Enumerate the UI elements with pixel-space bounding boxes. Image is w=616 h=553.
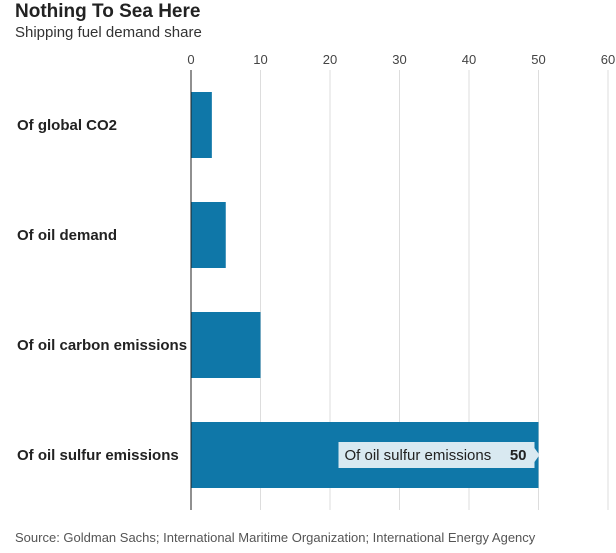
tooltip-label: Of oil sulfur emissions	[345, 447, 492, 464]
x-tick-label: 60	[601, 52, 615, 67]
category-label: Of global CO2	[17, 117, 117, 134]
tooltip-box	[338, 442, 535, 468]
category-label: Of oil carbon emissions	[17, 337, 187, 354]
tooltip-pointer	[534, 448, 540, 462]
bar	[191, 312, 261, 378]
x-tick-label: 10	[253, 52, 267, 67]
x-tick-label: 0	[187, 52, 194, 67]
chart-source: Source: Goldman Sachs; International Mar…	[15, 530, 536, 545]
x-tick-label: 20	[323, 52, 337, 67]
category-label: Of oil sulfur emissions	[17, 447, 179, 464]
x-tick-label: 40	[462, 52, 476, 67]
category-label: Of oil demand	[17, 227, 117, 244]
chart-title: Nothing To Sea Here	[15, 1, 201, 22]
x-tick-label: 50	[531, 52, 545, 67]
bar	[191, 92, 212, 158]
x-tick-label: 30	[392, 52, 406, 67]
chart-subtitle: Shipping fuel demand share	[15, 24, 202, 41]
tooltip-value: 50	[510, 447, 527, 464]
bar	[191, 202, 226, 268]
